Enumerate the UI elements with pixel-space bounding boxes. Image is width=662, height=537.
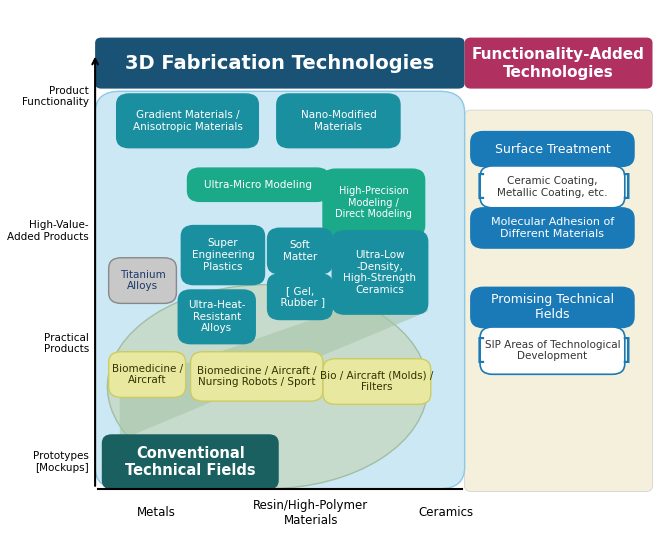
Text: Conventional
Technical Fields: Conventional Technical Fields bbox=[125, 446, 256, 478]
Ellipse shape bbox=[107, 285, 428, 489]
FancyBboxPatch shape bbox=[277, 94, 400, 148]
Text: High-Precision
Modeling /
Direct Modeling: High-Precision Modeling / Direct Modelin… bbox=[336, 186, 412, 219]
Text: Gradient Materials /
Anisotropic Materials: Gradient Materials / Anisotropic Materia… bbox=[132, 110, 242, 132]
Polygon shape bbox=[120, 279, 428, 440]
Text: Molecular Adhesion of
Different Materials: Molecular Adhesion of Different Material… bbox=[491, 217, 614, 239]
FancyBboxPatch shape bbox=[480, 166, 625, 208]
FancyBboxPatch shape bbox=[465, 38, 653, 89]
FancyBboxPatch shape bbox=[95, 91, 465, 489]
Text: ]: ] bbox=[620, 337, 632, 365]
Text: Prototypes
[Mockups]: Prototypes [Mockups] bbox=[33, 451, 89, 473]
Text: Resin/High-Polymer
Materials: Resin/High-Polymer Materials bbox=[253, 499, 368, 527]
Text: Functionality-Added
Technologies: Functionality-Added Technologies bbox=[472, 47, 645, 79]
Text: High-Value-
Added Products: High-Value- Added Products bbox=[7, 220, 89, 242]
FancyBboxPatch shape bbox=[103, 435, 278, 489]
FancyBboxPatch shape bbox=[267, 274, 332, 320]
Text: Surface Treatment: Surface Treatment bbox=[495, 142, 610, 156]
FancyBboxPatch shape bbox=[181, 226, 265, 285]
Text: [: [ bbox=[475, 173, 486, 201]
Text: SIP Areas of Technological
Development: SIP Areas of Technological Development bbox=[485, 340, 620, 361]
FancyBboxPatch shape bbox=[95, 38, 465, 89]
FancyBboxPatch shape bbox=[109, 258, 176, 303]
FancyBboxPatch shape bbox=[480, 327, 625, 374]
Text: Biomedicine / Aircraft /
Nursing Robots / Sport: Biomedicine / Aircraft / Nursing Robots … bbox=[197, 366, 316, 387]
FancyBboxPatch shape bbox=[187, 168, 329, 201]
FancyBboxPatch shape bbox=[471, 287, 634, 328]
Text: Soft
Matter: Soft Matter bbox=[283, 240, 317, 262]
FancyBboxPatch shape bbox=[323, 169, 424, 236]
Text: ]: ] bbox=[620, 173, 632, 201]
Text: Ceramics: Ceramics bbox=[418, 506, 474, 519]
FancyBboxPatch shape bbox=[471, 132, 634, 166]
Text: Practical
Products: Practical Products bbox=[44, 333, 89, 354]
FancyBboxPatch shape bbox=[332, 231, 428, 314]
Text: 3D Fabrication Technologies: 3D Fabrication Technologies bbox=[125, 54, 434, 73]
Text: Product
Functionality: Product Functionality bbox=[22, 86, 89, 107]
FancyBboxPatch shape bbox=[471, 208, 634, 248]
Text: Titanium
Alloys: Titanium Alloys bbox=[120, 270, 166, 292]
Text: [ Gel,
  Rubber ]: [ Gel, Rubber ] bbox=[274, 286, 326, 308]
Text: Bio / Aircraft (Molds) /
Filters: Bio / Aircraft (Molds) / Filters bbox=[320, 371, 434, 393]
Text: Nano-Modified
Materials: Nano-Modified Materials bbox=[301, 110, 376, 132]
FancyBboxPatch shape bbox=[178, 290, 256, 344]
FancyBboxPatch shape bbox=[323, 359, 431, 404]
FancyBboxPatch shape bbox=[191, 352, 323, 401]
Text: Biomedicine /
Aircraft: Biomedicine / Aircraft bbox=[112, 364, 183, 386]
Text: Ceramic Coating,
Metallic Coating, etc.: Ceramic Coating, Metallic Coating, etc. bbox=[497, 176, 608, 198]
FancyBboxPatch shape bbox=[117, 94, 258, 148]
Text: Super
Engineering
Plastics: Super Engineering Plastics bbox=[191, 238, 254, 272]
Text: Metals: Metals bbox=[137, 506, 176, 519]
Text: Promising Technical
Fields: Promising Technical Fields bbox=[491, 293, 614, 322]
FancyBboxPatch shape bbox=[109, 352, 185, 397]
FancyBboxPatch shape bbox=[465, 110, 653, 491]
FancyBboxPatch shape bbox=[267, 228, 332, 274]
Text: Ultra-Micro Modeling: Ultra-Micro Modeling bbox=[205, 180, 312, 190]
Text: [: [ bbox=[475, 337, 486, 365]
Text: Ultra-Heat-
Resistant
Alloys: Ultra-Heat- Resistant Alloys bbox=[188, 300, 246, 333]
Text: Ultra-Low
-Density,
High-Strength
Ceramics: Ultra-Low -Density, High-Strength Cerami… bbox=[344, 250, 416, 295]
